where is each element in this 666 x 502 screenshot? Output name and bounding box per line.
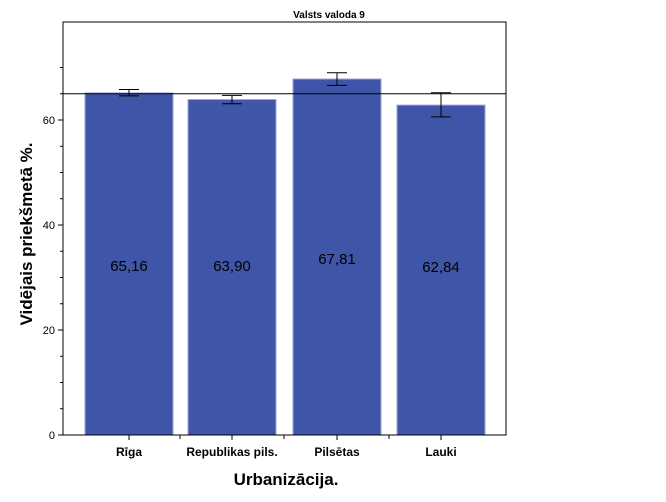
category-label: Republikas pils. bbox=[186, 445, 277, 459]
bar bbox=[396, 104, 486, 436]
category-label: Pilsētas bbox=[314, 445, 360, 459]
data-labels-layer: 65,16 63,90 67,81 62,84 bbox=[110, 251, 460, 276]
category-label: Rīga bbox=[116, 445, 142, 459]
bar bbox=[292, 78, 382, 436]
x-axis-title: Urbanizācija. bbox=[234, 470, 339, 489]
y-tick-label: 20 bbox=[43, 325, 55, 337]
data-label: 67,81 bbox=[318, 251, 356, 268]
chart-title: Valsts valoda 9 bbox=[293, 10, 365, 21]
data-label: 65,16 bbox=[110, 258, 148, 275]
y-axis: 0 20 40 60 bbox=[43, 67, 63, 442]
y-tick-label: 60 bbox=[43, 115, 55, 127]
data-label: 62,84 bbox=[422, 259, 460, 276]
y-tick-label: 40 bbox=[43, 220, 55, 232]
bar bbox=[84, 92, 174, 436]
x-axis: Rīga Republikas pils. Pilsētas Lauki bbox=[63, 434, 506, 459]
y-axis-title: Vidējais priekšmetā %. bbox=[17, 142, 36, 325]
data-label: 63,90 bbox=[213, 258, 251, 275]
error-bars-layer bbox=[119, 72, 451, 118]
category-label: Lauki bbox=[425, 445, 456, 459]
y-tick-label: 0 bbox=[49, 430, 55, 442]
